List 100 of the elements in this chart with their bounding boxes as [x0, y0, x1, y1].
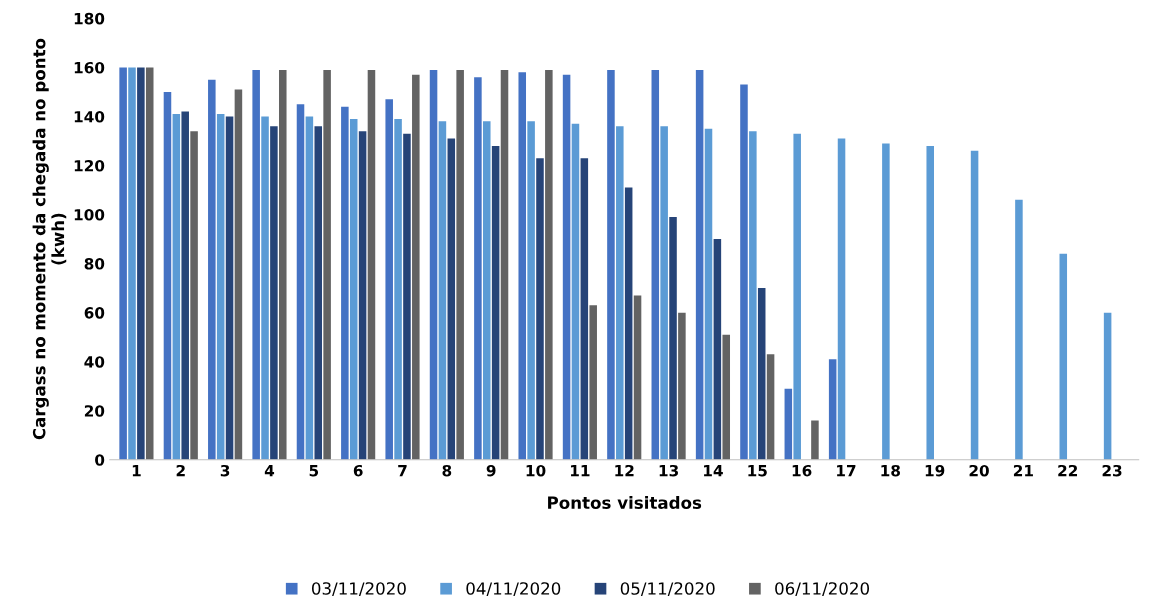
y-tick-label: 80 [84, 258, 105, 270]
y-tick-label: 100 [74, 209, 105, 221]
bar [225, 116, 234, 460]
legend-label: 03/11/2020 [311, 582, 406, 597]
bar [208, 79, 216, 460]
x-tick-label: 23 [1102, 464, 1122, 477]
bar [695, 69, 704, 460]
bar [1015, 199, 1023, 460]
y-tick-label: 120 [74, 159, 105, 172]
bar [784, 388, 793, 460]
bar [403, 133, 411, 460]
y-axis-title: Cargass no momento da chegada no ponto (kwh) [32, 38, 67, 440]
bar [270, 126, 278, 460]
x-tick-label: 18 [881, 464, 900, 477]
bar [474, 77, 482, 460]
bar [669, 217, 677, 460]
bar [571, 123, 580, 460]
x-tick-label: 4 [264, 465, 275, 477]
bar [341, 106, 349, 460]
x-axis-title: Pontos visitados [548, 496, 702, 509]
bar [279, 69, 287, 460]
x-tick-label: 16 [792, 464, 812, 477]
legend-label: 06/11/2020 [775, 582, 870, 597]
bar [624, 187, 633, 460]
bar [438, 121, 447, 460]
y-tick-label: 180 [74, 12, 105, 25]
bar [456, 69, 464, 460]
bar [314, 126, 323, 460]
x-tick-label: 5 [309, 465, 319, 477]
x-tick-label: 15 [748, 465, 767, 477]
x-tick-label: 7 [398, 465, 407, 477]
bar [970, 150, 979, 460]
x-tick-label: 2 [176, 464, 185, 477]
y-tick-label: 60 [84, 307, 105, 319]
bar [633, 295, 642, 460]
bar [1103, 312, 1112, 460]
bar [483, 121, 491, 460]
bar [252, 69, 260, 460]
y-tick-label: 0 [95, 454, 105, 466]
bar [713, 239, 722, 460]
bar [757, 288, 766, 460]
bar [536, 158, 544, 460]
bar [145, 67, 154, 460]
bar [412, 74, 420, 460]
bar [793, 133, 801, 460]
bar [429, 69, 438, 460]
bar [660, 126, 668, 460]
bar [216, 114, 225, 460]
legend-label: 04/11/2020 [466, 582, 561, 597]
bar [296, 104, 305, 460]
bar [722, 334, 731, 460]
y-tick-label: 140 [74, 110, 105, 123]
bar [589, 305, 597, 460]
x-tick-label: 17 [837, 465, 856, 477]
bar [678, 312, 686, 460]
bar [882, 143, 890, 460]
bar [172, 114, 181, 460]
x-tick-label: 8 [442, 464, 452, 477]
bar [828, 359, 837, 460]
bar [704, 128, 713, 460]
bar [323, 69, 331, 460]
x-tick-label: 14 [704, 465, 723, 477]
bar [385, 99, 393, 460]
x-tick-label: 9 [486, 464, 496, 477]
bar [447, 138, 456, 460]
legend-label: 05/11/2020 [620, 582, 715, 597]
bar [651, 69, 660, 460]
bar [740, 84, 748, 460]
bar [358, 131, 367, 460]
bar [181, 111, 189, 460]
bar [394, 118, 402, 460]
bar [305, 116, 314, 460]
x-tick-label: 6 [353, 464, 363, 477]
bar [491, 145, 500, 460]
x-tick-label: 12 [615, 464, 634, 477]
bar [190, 131, 198, 460]
bar [616, 126, 624, 460]
bar [607, 69, 615, 460]
bar [926, 145, 934, 460]
bar [527, 121, 535, 460]
bar [562, 74, 571, 460]
bar [518, 72, 527, 460]
bar [349, 118, 358, 460]
x-tick-label: 10 [526, 464, 546, 477]
bar [119, 67, 127, 460]
x-tick-label: 20 [969, 464, 989, 477]
bar [766, 354, 775, 460]
bar [137, 67, 145, 460]
y-tick-label: 160 [74, 61, 105, 74]
x-tick-label: 1 [132, 465, 141, 477]
bar [500, 69, 509, 460]
bar [367, 69, 376, 460]
x-tick-label: 22 [1058, 464, 1078, 477]
y-tick-label: 20 [84, 405, 105, 417]
x-tick-label: 19 [925, 464, 945, 477]
bar [837, 138, 846, 460]
bar [580, 158, 589, 460]
y-tick-label: 40 [84, 356, 105, 368]
bar [261, 116, 269, 460]
bar [1059, 253, 1068, 460]
